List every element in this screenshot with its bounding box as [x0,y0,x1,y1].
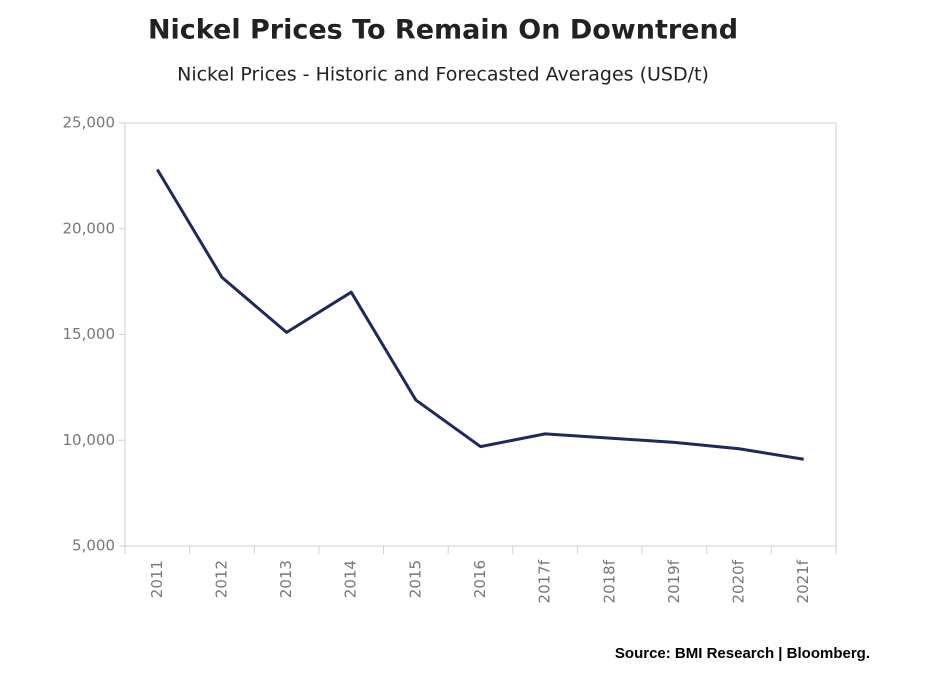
x-tick-label: 2016 [471,560,489,598]
x-tick-label: 2018f [600,559,618,603]
x-tick-label: 2017f [536,559,554,603]
x-tick-label: 2019f [665,559,683,603]
x-tick-label: 2014 [342,560,360,598]
x-tick-label: 2011 [148,560,166,598]
chart-subtitle: Nickel Prices - Historic and Forecasted … [177,64,709,86]
x-tick-label: 2021f [794,559,812,603]
data-line [156,168,804,461]
source-note: Source: BMI Research | Bloomberg. [615,645,870,662]
x-tick-label: 2020f [730,559,748,603]
x-tick-label: 2015 [406,560,424,598]
y-tick-label: 25,000 [63,114,116,132]
y-tick-label: 20,000 [63,219,116,237]
y-tick-label: 15,000 [63,325,116,343]
x-tick-label: 2012 [212,560,230,598]
x-tick-label: 2013 [277,560,295,598]
plot-frame [124,122,837,547]
chart-title: Nickel Prices To Remain On Downtrend [148,15,738,46]
y-tick-label: 5,000 [72,537,115,555]
y-tick-label: 10,000 [63,431,116,449]
